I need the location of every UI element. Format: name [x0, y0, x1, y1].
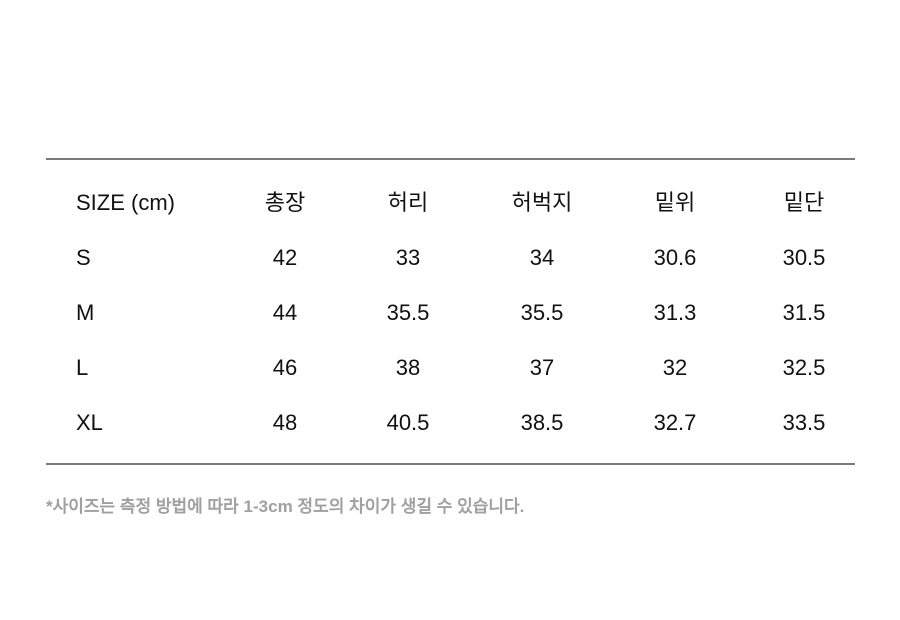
cell-thigh: 38.5	[520, 410, 564, 435]
size-label: XL	[76, 410, 103, 435]
cell-rise: 32.7	[653, 410, 697, 435]
cell-thigh: 35.5	[520, 300, 564, 325]
table-bottom-divider	[46, 463, 855, 465]
cell-hem: 31.5	[782, 300, 826, 325]
header-total-length: 총장	[264, 190, 306, 215]
cell-waist: 33	[395, 245, 421, 270]
cell-total-length: 48	[272, 410, 298, 435]
size-label: S	[76, 245, 91, 270]
cell-total-length: 42	[272, 245, 298, 270]
header-rise: 밑위	[654, 190, 696, 215]
cell-hem: 32.5	[782, 355, 826, 380]
table-top-divider	[46, 158, 855, 160]
size-label: M	[76, 300, 95, 325]
cell-total-length: 46	[272, 355, 298, 380]
cell-waist: 38	[395, 355, 421, 380]
header-thigh: 허벅지	[511, 190, 573, 215]
size-label: L	[76, 355, 89, 380]
table-row: XL 48 40.5 38.5 32.7 33.5	[0, 408, 900, 438]
cell-rise: 32	[662, 355, 688, 380]
cell-thigh: 34	[529, 245, 555, 270]
cell-waist: 35.5	[386, 300, 430, 325]
cell-rise: 31.3	[653, 300, 697, 325]
cell-hem: 30.5	[782, 245, 826, 270]
header-size: SIZE (cm)	[76, 190, 175, 215]
cell-total-length: 44	[272, 300, 298, 325]
size-disclaimer-note: *사이즈는 측정 방법에 따라 1-3cm 정도의 차이가 생길 수 있습니다.	[46, 497, 525, 516]
cell-thigh: 37	[529, 355, 555, 380]
table-row: L 46 38 37 32 32.5	[0, 353, 900, 383]
cell-hem: 33.5	[782, 410, 826, 435]
header-hem: 밑단	[783, 190, 825, 215]
table-header-row: SIZE (cm) 총장 허리 허벅지 밑위 밑단	[0, 188, 900, 218]
cell-waist: 40.5	[386, 410, 430, 435]
header-waist: 허리	[387, 190, 429, 215]
table-row: S 42 33 34 30.6 30.5	[0, 243, 900, 273]
table-row: M 44 35.5 35.5 31.3 31.5	[0, 298, 900, 328]
cell-rise: 30.6	[653, 245, 697, 270]
